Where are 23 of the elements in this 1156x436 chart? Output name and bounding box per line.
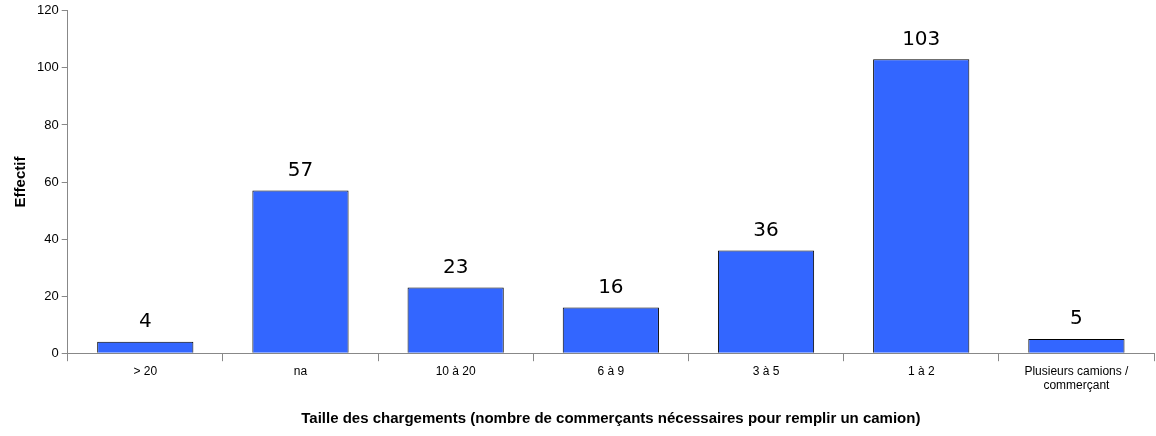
- data-label: 23: [442, 253, 469, 278]
- data-label: 57: [287, 156, 314, 181]
- x-tick-label: 6 à 9: [597, 363, 625, 378]
- data-label: 16: [598, 273, 624, 298]
- y-tick-label: 120: [36, 2, 59, 18]
- y-tick-label: 100: [36, 59, 59, 75]
- data-label: 4: [138, 307, 152, 332]
- y-tick-label: 60: [44, 173, 59, 189]
- x-tick-label: 3 à 5: [752, 363, 780, 378]
- y-axis-title: Effectif: [11, 155, 29, 208]
- y-tick-label: 20: [44, 287, 59, 303]
- data-label: 36: [753, 216, 779, 241]
- y-tick-label: 40: [44, 230, 59, 246]
- x-tick-label: na: [293, 363, 308, 378]
- x-tick-label: 10 à 20: [435, 363, 476, 378]
- data-label: 103: [902, 25, 941, 50]
- data-label: 5: [1070, 305, 1083, 330]
- y-tick-label: 0: [51, 344, 59, 360]
- y-tick-label: 80: [44, 116, 59, 132]
- x-tick-label: > 20: [133, 363, 158, 378]
- x-tick-label: Plusieurs camions / commerçant: [1024, 363, 1130, 393]
- x-tick-label: 1 à 2: [907, 363, 935, 378]
- x-axis-title: Taille des chargements (nombre de commerçants nécessaires pour remplir un camion): [301, 409, 921, 427]
